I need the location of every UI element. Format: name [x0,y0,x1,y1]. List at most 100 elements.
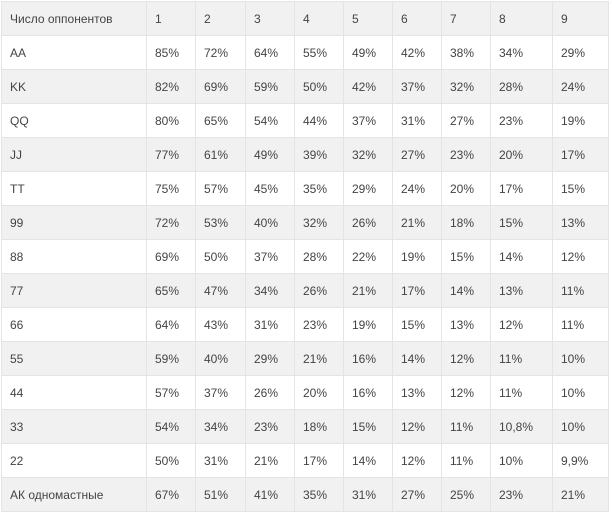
equity-cell: 15% [392,307,442,342]
equity-cell: 19% [392,239,442,274]
hand-label: QQ [1,103,147,138]
equity-cell: 18% [294,409,344,444]
equity-cell: 27% [441,103,491,138]
equity-cell: 27% [392,477,442,512]
equity-cell: 28% [294,239,344,274]
equity-cell: 34% [245,273,295,308]
equity-cell: 14% [490,239,553,274]
equity-cell: 31% [195,443,246,478]
equity-cell: 65% [146,273,196,308]
equity-cell: 23% [294,307,344,342]
equity-cell: 49% [245,137,295,172]
equity-cell: 50% [146,443,196,478]
hand-label: 77 [1,273,147,308]
equity-cell: 9,9% [552,443,609,478]
equity-cell: 37% [392,69,442,104]
equity-cell: 32% [441,69,491,104]
equity-cell: 24% [552,69,609,104]
table-row: TT 75% 57% 45% 35% 29% 24% 20% 17% 15% [1,171,609,206]
header-col-6: 6 [392,1,442,36]
equity-cell: 16% [343,375,393,410]
equity-cell: 85% [146,35,196,70]
equity-cell: 11% [490,375,553,410]
equity-cell: 26% [294,273,344,308]
equity-cell: 23% [245,409,295,444]
equity-cell: 50% [195,239,246,274]
header-row: Число оппонентов 1 2 3 4 5 6 7 8 9 [1,1,609,36]
equity-cell: 34% [490,35,553,70]
equity-cell: 82% [146,69,196,104]
table-body: AA 85% 72% 64% 55% 49% 42% 38% 34% 29% KK 82% 69% 59%… [1,35,609,512]
equity-cell: 42% [392,35,442,70]
equity-cell: 13% [441,307,491,342]
table-row: 66 64% 43% 31% 23% 19% 15% 13% 12% 11% [1,307,609,342]
equity-cell: 12% [392,443,442,478]
equity-cell: 12% [490,307,553,342]
equity-cell: 31% [392,103,442,138]
equity-cell: 44% [294,103,344,138]
equity-cell: 21% [552,477,609,512]
table-header: Число оппонентов 1 2 3 4 5 6 7 8 9 [1,1,609,36]
equity-cell: 10,8% [490,409,553,444]
equity-cell: 35% [294,477,344,512]
equity-cell: 65% [195,103,246,138]
equity-cell: 29% [343,171,393,206]
equity-cell: 51% [195,477,246,512]
equity-cell: 69% [146,239,196,274]
equity-cell: 59% [146,341,196,376]
equity-cell: 12% [392,409,442,444]
equity-cell: 64% [245,35,295,70]
equity-cell: 13% [392,375,442,410]
equity-cell: 23% [490,103,553,138]
equity-cell: 75% [146,171,196,206]
table-row: 44 57% 37% 26% 20% 16% 13% 12% 11% 10% [1,375,609,410]
equity-cell: 72% [195,35,246,70]
equity-cell: 61% [195,137,246,172]
equity-cell: 25% [441,477,491,512]
table-row: AA 85% 72% 64% 55% 49% 42% 38% 34% 29% [1,35,609,70]
header-opponents-count: Число оппонентов [1,1,147,36]
equity-cell: 11% [490,341,553,376]
equity-cell: 37% [195,375,246,410]
table-row: JJ 77% 61% 49% 39% 32% 27% 23% 20% 17% [1,137,609,172]
equity-cell: 55% [294,35,344,70]
equity-cell: 15% [552,171,609,206]
table-row: 99 72% 53% 40% 32% 26% 21% 18% 15% 13% [1,205,609,240]
equity-cell: 59% [245,69,295,104]
equity-cell: 14% [441,273,491,308]
equity-cell: 35% [294,171,344,206]
table-row: 55 59% 40% 29% 21% 16% 14% 12% 11% 10% [1,341,609,376]
equity-cell: 10% [552,375,609,410]
equity-cell: 49% [343,35,393,70]
equity-cell: 32% [343,137,393,172]
equity-cell: 12% [552,239,609,274]
equity-cell: 34% [195,409,246,444]
table-row: 88 69% 50% 37% 28% 22% 19% 15% 14% 12% [1,239,609,274]
equity-cell: 31% [245,307,295,342]
equity-cell: 12% [441,341,491,376]
equity-cell: 50% [294,69,344,104]
header-col-7: 7 [441,1,491,36]
equity-cell: 22% [343,239,393,274]
equity-cell: 19% [343,307,393,342]
hand-label: 66 [1,307,147,342]
equity-cell: 11% [441,409,491,444]
equity-cell: 29% [552,35,609,70]
header-col-1: 1 [146,1,196,36]
equity-cell: 17% [392,273,442,308]
table-row: 33 54% 34% 23% 18% 15% 12% 11% 10,8% 10% [1,409,609,444]
equity-cell: 69% [195,69,246,104]
header-col-8: 8 [490,1,553,36]
equity-cell: 15% [343,409,393,444]
equity-cell: 72% [146,205,196,240]
table-row: 22 50% 31% 21% 17% 14% 12% 11% 10% 9,9% [1,443,609,478]
equity-cell: 40% [195,341,246,376]
hand-label: 88 [1,239,147,274]
equity-cell: 39% [294,137,344,172]
equity-cell: 27% [392,137,442,172]
equity-cell: 67% [146,477,196,512]
equity-cell: 23% [490,477,553,512]
hand-label: АК одномастные [1,477,147,512]
equity-cell: 14% [343,443,393,478]
equity-cell: 45% [245,171,295,206]
